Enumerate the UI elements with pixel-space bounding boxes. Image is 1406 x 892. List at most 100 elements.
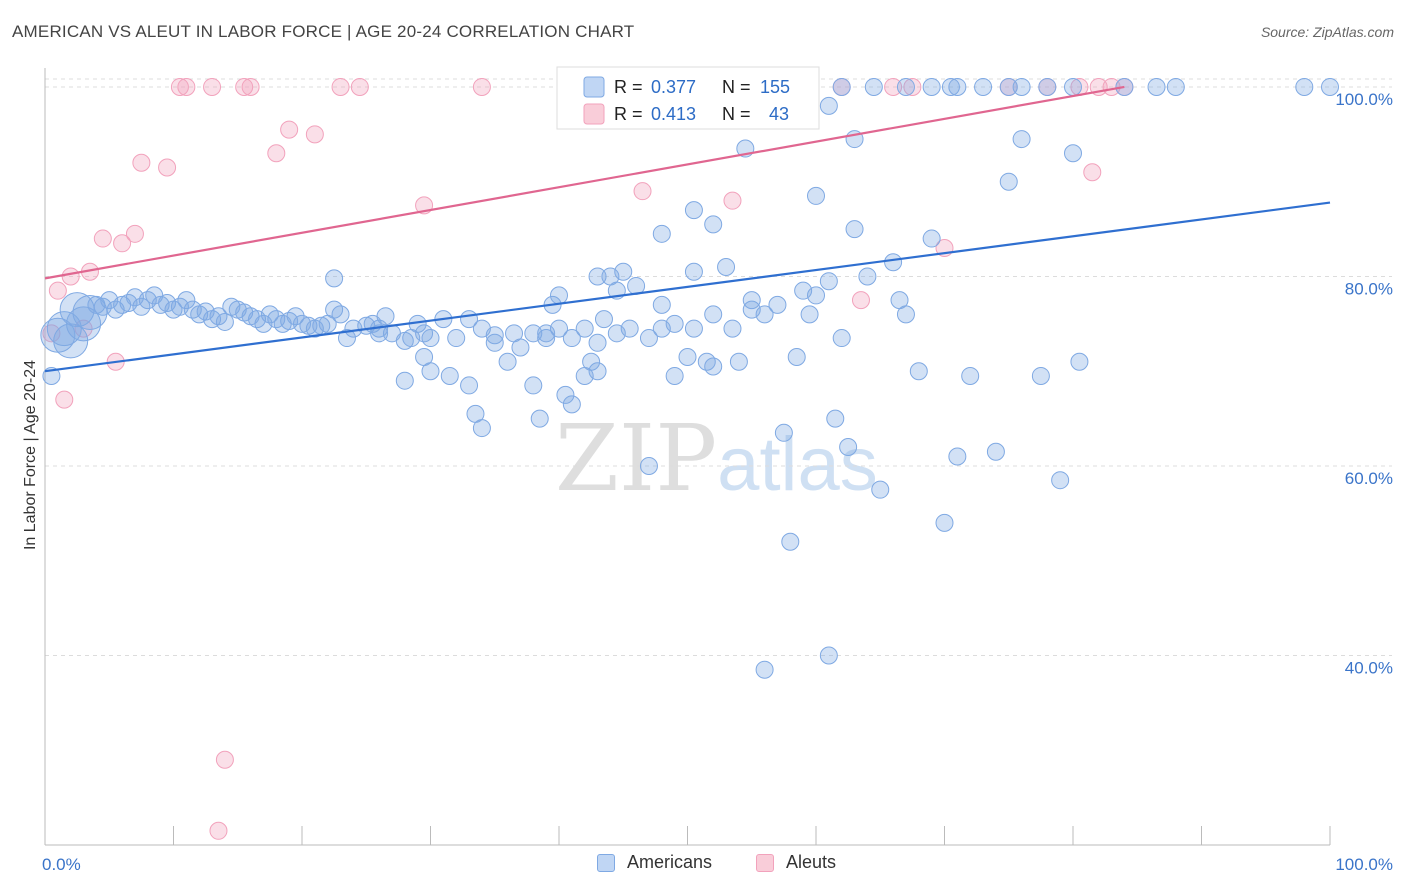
americans-point xyxy=(922,77,941,96)
americans-point xyxy=(704,215,723,234)
aleuts-point xyxy=(203,77,222,96)
americans-point xyxy=(524,376,543,395)
americans-point xyxy=(447,329,466,348)
americans-point xyxy=(986,442,1005,461)
americans-point xyxy=(684,262,703,281)
chart-title: AMERICAN VS ALEUT IN LABOR FORCE | AGE 2… xyxy=(12,22,635,41)
americans-point xyxy=(723,319,742,338)
americans-point xyxy=(871,480,890,499)
americans-point xyxy=(588,267,607,286)
americans-point xyxy=(556,385,575,404)
americans-point xyxy=(807,186,825,205)
americans-point xyxy=(1321,77,1339,96)
americans-trend-line xyxy=(44,201,1331,373)
americans-point xyxy=(974,77,993,96)
americans-point xyxy=(1031,366,1050,385)
aleuts-point xyxy=(241,77,260,96)
americans-point xyxy=(922,229,941,248)
aleuts-point xyxy=(113,234,132,253)
americans-point xyxy=(511,338,530,357)
axes xyxy=(44,68,1331,846)
legend-item-americans[interactable]: Americans xyxy=(597,852,712,873)
americans-point xyxy=(832,77,851,96)
aleuts-point xyxy=(125,224,144,243)
americans-points xyxy=(40,77,1339,679)
legend-n-label: N = xyxy=(722,77,751,97)
americans-point xyxy=(530,409,549,428)
americans-point xyxy=(948,447,967,466)
legend-item-aleuts[interactable]: Aleuts xyxy=(756,852,836,873)
aleuts-point xyxy=(55,390,74,409)
americans-point xyxy=(337,329,356,348)
tick-labels: 40.0% 60.0% 80.0% 100.0% 0.0% 100.0% xyxy=(42,90,1393,874)
americans-point xyxy=(594,310,613,329)
americans-point xyxy=(286,307,305,326)
americans-point xyxy=(896,305,915,324)
americans-point xyxy=(1012,77,1031,96)
aleuts-point xyxy=(851,291,870,310)
americans-point xyxy=(807,286,825,305)
americans-point xyxy=(1147,77,1166,96)
americans-point xyxy=(639,329,658,348)
legend-label-aleuts: Aleuts xyxy=(786,852,837,872)
aleuts-swatch xyxy=(756,853,774,872)
americans-point xyxy=(755,305,774,324)
americans-point xyxy=(485,333,504,352)
americans-point xyxy=(460,376,479,395)
americans-point xyxy=(260,305,279,324)
americans-point xyxy=(678,348,697,367)
legend-label-americans: Americans xyxy=(627,852,713,872)
y-tick-label: 60.0% xyxy=(1345,469,1393,488)
americans-point xyxy=(935,513,954,532)
aleuts-point xyxy=(235,77,254,96)
americans-point xyxy=(421,362,440,381)
americans-point xyxy=(132,297,151,316)
aleuts-point xyxy=(132,153,151,172)
americans-point xyxy=(665,366,684,385)
aleuts-point xyxy=(472,77,491,96)
aleuts-point xyxy=(209,821,228,840)
americans-point xyxy=(550,286,568,305)
americans-point xyxy=(639,456,658,475)
aleuts-point xyxy=(884,77,903,96)
americans-point xyxy=(839,438,858,457)
aleuts-point xyxy=(215,750,234,769)
americans-point xyxy=(684,201,703,220)
americans-point xyxy=(864,77,883,96)
aleuts-point xyxy=(1083,163,1102,182)
americans-point xyxy=(884,253,903,272)
americans-point xyxy=(800,305,819,324)
americans-point xyxy=(729,352,748,371)
americans-point xyxy=(832,329,851,348)
americans-point xyxy=(215,312,234,331)
americans-point xyxy=(376,307,395,326)
americans-point xyxy=(620,319,639,338)
legend-swatch-americans xyxy=(583,76,605,98)
americans-point xyxy=(781,532,800,551)
americans-point xyxy=(896,77,915,96)
americans-point xyxy=(768,295,787,314)
aleuts-point xyxy=(633,182,652,201)
americans-point xyxy=(575,319,594,338)
stats-legend: R = 0.377 N = 155 R = 0.413 N = 43 xyxy=(556,66,820,130)
series-legend: Americans Aleuts xyxy=(0,852,1406,878)
americans-point xyxy=(684,319,703,338)
americans-point xyxy=(1064,77,1082,96)
americans-point xyxy=(485,326,504,345)
americans-point xyxy=(498,352,517,371)
aleuts-point xyxy=(170,77,189,96)
aleuts-point xyxy=(350,77,369,96)
aleuts-point xyxy=(61,267,80,286)
americans-point xyxy=(1064,144,1082,163)
americans-point xyxy=(588,362,607,381)
legend-r-value: 0.413 xyxy=(651,104,696,124)
aleuts-point xyxy=(723,191,742,210)
americans-point xyxy=(1295,77,1314,96)
americans-point xyxy=(325,300,344,319)
americans-point xyxy=(59,292,95,328)
americans-point xyxy=(845,220,864,239)
americans-point xyxy=(819,646,838,665)
aleuts-point xyxy=(903,77,922,96)
americans-point xyxy=(1012,130,1031,149)
